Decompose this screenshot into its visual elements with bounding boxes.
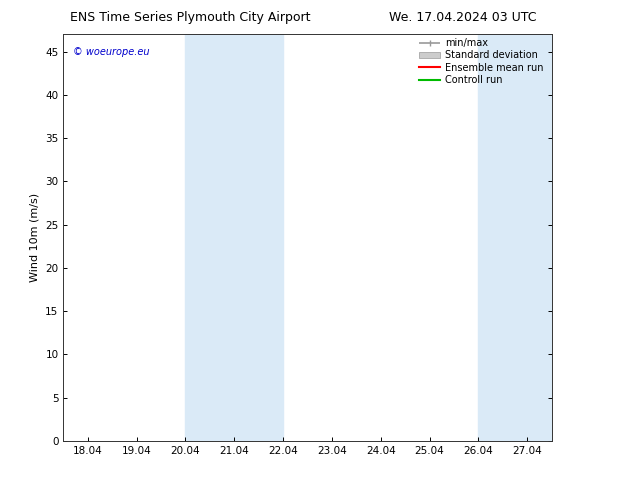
Legend: min/max, Standard deviation, Ensemble mean run, Controll run: min/max, Standard deviation, Ensemble me… [416, 35, 547, 88]
Bar [186, 34, 283, 441]
Bar [479, 34, 552, 441]
Y-axis label: Wind 10m (m/s): Wind 10m (m/s) [30, 193, 40, 282]
Text: ENS Time Series Plymouth City Airport: ENS Time Series Plymouth City Airport [70, 11, 311, 24]
Text: We. 17.04.2024 03 UTC: We. 17.04.2024 03 UTC [389, 11, 536, 24]
Text: © woeurope.eu: © woeurope.eu [73, 47, 150, 56]
